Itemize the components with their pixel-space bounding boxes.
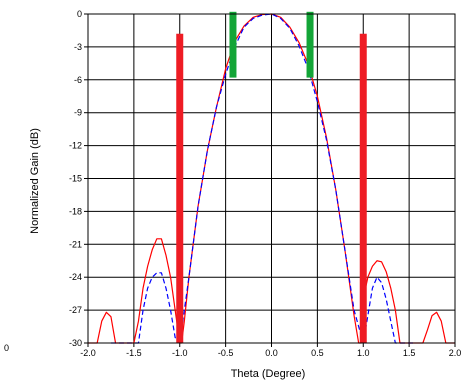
x-tick-label: -2.0 — [80, 348, 96, 358]
x-tick-label: 0.5 — [311, 348, 324, 358]
x-tick-labels: -2.0 -1.5 -1.0 -0.5 0.0 0.5 1.0 1.5 2.0 — [80, 348, 461, 358]
y-tick-label: -21 — [69, 239, 82, 249]
x-tick-label: 1.0 — [357, 348, 370, 358]
marker-bar-2 — [359, 33, 367, 344]
y-tick-label: -27 — [69, 305, 82, 315]
x-tick-label: -1.0 — [172, 348, 188, 358]
grid — [84, 13, 456, 347]
y-tick-label: -18 — [69, 206, 82, 216]
stray-label: 0 — [4, 343, 9, 353]
x-tick-label: 0.0 — [265, 348, 278, 358]
y-axis-label: Normalized Gain (dB) — [29, 128, 41, 234]
y-tick-label: 0 — [77, 9, 82, 19]
x-tick-label: -0.5 — [218, 348, 234, 358]
y-tick-label: -24 — [69, 272, 82, 282]
plot-frame — [87, 13, 456, 344]
marker-bars — [176, 11, 367, 344]
y-tick-label: -3 — [74, 42, 82, 52]
y-tick-labels: 0 -3 -6 -9 -12 -15 -18 -21 -24 -27 -30 — [69, 9, 82, 348]
x-tick-label: 2.0 — [449, 348, 462, 358]
y-tick-label: -9 — [74, 108, 82, 118]
y-tick-label: -12 — [69, 141, 82, 151]
series-line-2-dashed — [110, 13, 414, 344]
marker-bar-1 — [176, 33, 184, 344]
x-axis-label: Theta (Degree) — [231, 368, 306, 380]
x-tick-label: 1.5 — [403, 348, 416, 358]
marker-bar-4 — [306, 11, 314, 78]
y-tick-label: -6 — [74, 75, 82, 85]
y-tick-label: -15 — [69, 174, 82, 184]
x-tick-label: -1.5 — [126, 348, 142, 358]
marker-bar-3 — [229, 11, 237, 78]
y-tick-label: -30 — [69, 338, 82, 348]
